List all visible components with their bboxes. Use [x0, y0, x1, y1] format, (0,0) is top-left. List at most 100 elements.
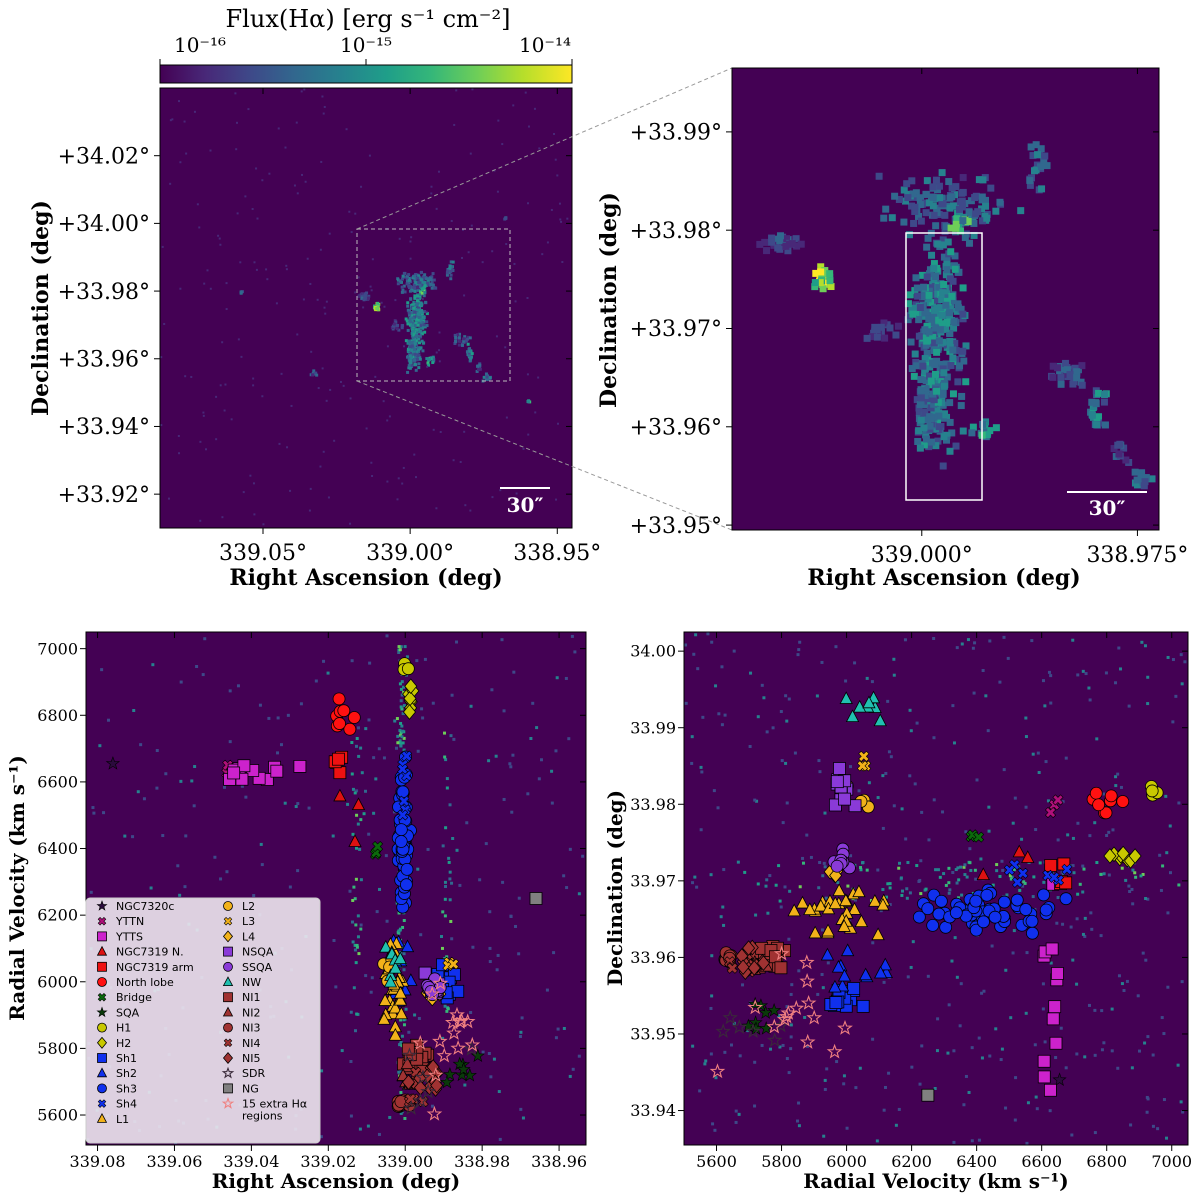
data-point	[379, 939, 393, 953]
emission-pixel	[413, 278, 417, 282]
emission-pixel	[417, 306, 421, 310]
emission-pixel	[936, 326, 944, 334]
noise-pixel	[244, 795, 248, 799]
legend-label: H2	[116, 1037, 131, 1050]
noise-pixel	[354, 877, 358, 881]
emission-pixel	[972, 192, 980, 200]
noise-pixel	[1104, 671, 1108, 675]
emission-pixel	[919, 362, 927, 370]
noise-pixel	[496, 953, 500, 957]
noise-pixel	[367, 718, 371, 722]
emission-pixel	[935, 412, 943, 420]
data-point	[854, 914, 869, 928]
noise-pixel	[861, 860, 865, 864]
data-point	[96, 1112, 108, 1123]
noise-pixel	[805, 833, 809, 837]
noise-pixel	[160, 356, 163, 359]
emission-pixel	[1038, 185, 1046, 193]
noise-pixel	[1071, 836, 1075, 840]
noise-pixel	[1044, 760, 1048, 764]
noise-pixel	[760, 1043, 764, 1047]
noise-pixel	[899, 876, 903, 880]
emission-pixel	[400, 277, 404, 281]
noise-pixel	[319, 1135, 323, 1139]
noise-pixel	[350, 231, 353, 234]
data-point	[452, 1056, 467, 1071]
data-point	[1010, 893, 1024, 907]
emission-pixel	[449, 277, 453, 281]
emission-pixel	[931, 361, 939, 369]
emission-pixel	[1078, 362, 1086, 370]
emission-pixel	[466, 342, 470, 346]
emission-pixel	[946, 399, 954, 407]
noise-pixel	[402, 748, 406, 752]
emission-pixel	[922, 209, 930, 217]
noise-pixel	[1004, 968, 1008, 972]
data-point	[348, 834, 362, 847]
emission-pixel	[930, 400, 938, 408]
data-point	[333, 788, 347, 802]
noise-pixel	[490, 688, 494, 692]
emission-pixel	[422, 294, 426, 298]
noise-pixel	[385, 919, 389, 923]
emission-pixel	[1049, 373, 1057, 381]
noise-pixel	[908, 708, 912, 712]
noise-pixel	[276, 716, 280, 720]
emission-pixel	[904, 194, 912, 202]
noise-pixel	[710, 954, 714, 958]
emission-pixel	[939, 365, 947, 373]
panel-b-xlabel: Right Ascension (deg)	[807, 565, 1080, 591]
noise-pixel	[1046, 799, 1050, 803]
noise-pixel	[881, 888, 885, 892]
emission-pixel	[952, 183, 960, 191]
data-point	[829, 867, 843, 884]
noise-pixel	[554, 158, 557, 161]
emission-pixel	[939, 236, 947, 244]
noise-pixel	[467, 251, 470, 254]
data-point	[876, 897, 890, 911]
emission-pixel	[930, 313, 938, 321]
noise-pixel	[196, 203, 199, 206]
emission-pixel	[909, 190, 917, 198]
noise-pixel	[348, 210, 351, 213]
noise-pixel	[178, 100, 181, 103]
noise-pixel	[909, 965, 913, 969]
noise-pixel	[1088, 698, 1092, 702]
emission-pixel	[485, 375, 489, 379]
emission-pixel	[935, 423, 943, 431]
noise-pixel	[1025, 1141, 1029, 1145]
data-point	[377, 1011, 391, 1025]
emission-pixel	[402, 271, 406, 275]
colorbar-tick-label: 10⁻¹⁶	[174, 33, 226, 57]
noise-pixel	[710, 994, 714, 998]
noise-pixel	[450, 881, 454, 885]
xtick-label: 7000	[1151, 1152, 1192, 1171]
emission-pixel	[419, 318, 423, 322]
emission-pixel	[419, 335, 423, 339]
emission-pixel	[920, 289, 928, 297]
noise-pixel	[1075, 1052, 1079, 1056]
emission-pixel	[420, 325, 424, 329]
data-point	[756, 955, 770, 971]
noise-pixel	[249, 474, 252, 477]
noise-pixel	[805, 1044, 809, 1048]
noise-pixel	[789, 992, 793, 996]
noise-pixel	[449, 734, 453, 738]
noise-pixel	[1174, 694, 1178, 698]
emission-pixel	[939, 289, 947, 297]
ytick-label: +33.96°	[630, 415, 722, 440]
noise-pixel	[217, 234, 220, 237]
emission-pixel	[955, 268, 963, 276]
noise-pixel	[919, 859, 923, 863]
noise-pixel	[183, 120, 186, 123]
noise-pixel	[320, 1069, 324, 1073]
noise-pixel	[102, 811, 106, 815]
noise-pixel	[400, 680, 404, 684]
noise-pixel	[801, 861, 805, 865]
noise-pixel	[581, 854, 585, 858]
emission-pixel	[949, 297, 957, 305]
noise-pixel	[823, 1078, 827, 1082]
emission-pixel	[416, 294, 420, 298]
noise-pixel	[684, 643, 688, 647]
noise-pixel	[796, 1119, 800, 1123]
